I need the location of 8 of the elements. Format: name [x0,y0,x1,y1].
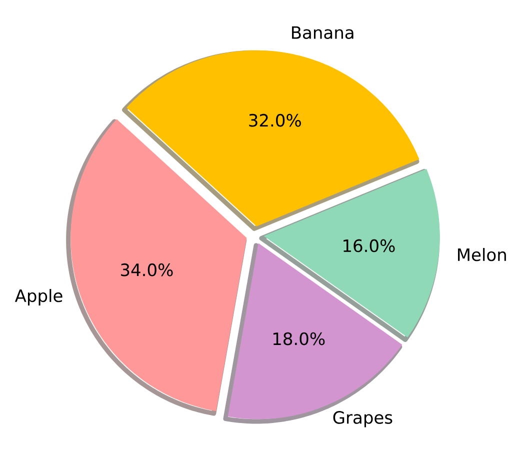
data-label: 34.0% [121,263,173,276]
slice-label: Apple [14,288,62,306]
slice-label: Melon [458,248,506,262]
data-label: 32.0% [249,114,301,127]
data-label: 18.0% [273,332,325,346]
slice-label: Banana [292,26,354,39]
slice-label: Grapes [333,411,392,428]
data-label: 16.0% [344,239,395,252]
